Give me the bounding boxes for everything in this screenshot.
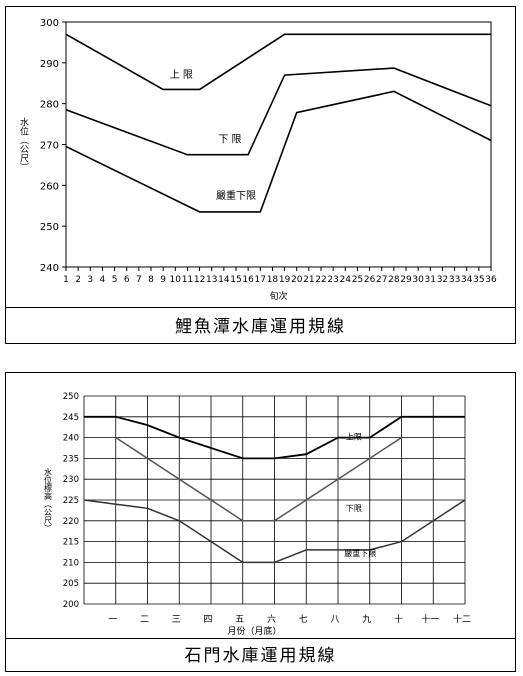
x-tick-label: 29 xyxy=(400,275,412,285)
series-line xyxy=(83,499,466,564)
x-tick-label: 三 xyxy=(172,615,181,625)
y-tick-label: 300 xyxy=(40,18,59,29)
series-label: 上限 xyxy=(346,433,362,442)
x-tick-label: 23 xyxy=(327,275,338,285)
x-tick-label: 7 xyxy=(136,275,142,285)
y-tick-label: 215 xyxy=(63,538,79,548)
x-tick-label: 3 xyxy=(87,275,93,285)
x-tick-label: 6 xyxy=(124,275,130,285)
y-tick-label: 210 xyxy=(63,558,79,568)
series-line xyxy=(65,33,491,91)
x-tick-label: 36 xyxy=(485,275,497,285)
x-tick-label: 33 xyxy=(449,275,460,285)
series-line xyxy=(65,90,492,213)
y-tick-label: 240 xyxy=(40,263,59,274)
x-tick-label: 15 xyxy=(230,275,241,285)
y-tick-label: 250 xyxy=(40,222,59,233)
x-tick-label: 19 xyxy=(279,275,291,285)
x-tick-label: 八 xyxy=(330,615,339,625)
y-tick-label: 230 xyxy=(63,475,79,485)
series-label: 嚴重下限 xyxy=(344,548,376,558)
x-tick-label: 五 xyxy=(235,615,244,625)
y-tick-label: 260 xyxy=(40,181,59,192)
x-tick-label: 四 xyxy=(203,615,212,625)
x-tick-label: 26 xyxy=(364,275,376,285)
y-tick-label: 290 xyxy=(40,59,59,70)
y-tick-label: 225 xyxy=(63,496,79,506)
x-tick-label: 16 xyxy=(242,275,254,285)
y-tick-label: 200 xyxy=(63,600,79,610)
chart-shimen: 200 205 210 215 220 225 230 235 240 245 250 一 二 三 四 五 六 七… xyxy=(44,392,472,637)
y-axis-label: 水位標高（公尺） xyxy=(44,467,53,532)
x-tick-label: 22 xyxy=(315,275,326,285)
y-tick-label: 235 xyxy=(63,454,79,464)
chart-panel-shimen: 200 205 210 215 220 225 230 235 240 245 250 一 二 三 四 五 六 七… xyxy=(5,372,516,672)
x-tick-label: 9 xyxy=(160,275,166,285)
x-tick-label: 27 xyxy=(376,275,387,285)
x-tick-label: 七 xyxy=(299,614,308,625)
x-tick-label: 4 xyxy=(100,275,106,285)
x-tick-label: 20 xyxy=(291,275,303,285)
series-line xyxy=(65,67,492,156)
y-tick-label: 245 xyxy=(63,413,79,423)
x-tick-label: 10 xyxy=(170,275,182,285)
x-tick-label: 11 xyxy=(182,275,193,285)
series-line xyxy=(115,436,402,522)
x-tick-label: 十二 xyxy=(453,613,471,625)
x-tick-label: 十 xyxy=(394,613,403,625)
y-tick-label: 205 xyxy=(63,579,79,589)
x-tick-label: 六 xyxy=(267,613,276,625)
chart-caption: 鯉魚潭水庫運用規線 xyxy=(6,307,515,345)
x-tick-label: 13 xyxy=(206,275,217,285)
chart-caption: 石門水庫運用規線 xyxy=(6,638,515,673)
series-label: 下限 xyxy=(346,504,362,513)
series-label: 下 限 xyxy=(218,133,241,145)
x-tick-label: 18 xyxy=(267,275,279,285)
x-tick-label: 2 xyxy=(75,275,81,285)
x-tick-label: 8 xyxy=(148,275,154,285)
series-label: 嚴重下限 xyxy=(216,189,256,202)
x-tick-label: 35 xyxy=(473,275,484,285)
series-label: 上 限 xyxy=(170,69,193,81)
x-tick-label: 九 xyxy=(362,614,371,625)
y-tick-label: 280 xyxy=(40,100,59,111)
x-axis-label: 旬次 xyxy=(269,290,287,302)
x-tick-label: 二 xyxy=(140,615,149,625)
y-tick-label: 220 xyxy=(63,517,79,527)
x-tick-label: 32 xyxy=(437,275,448,285)
x-tick-label: 17 xyxy=(255,275,266,285)
x-tick-label: 25 xyxy=(352,275,363,285)
x-tick-label: 5 xyxy=(112,275,118,285)
series-line xyxy=(84,415,465,460)
x-tick-label: 30 xyxy=(412,275,424,285)
x-tick-label: 一 xyxy=(108,615,117,625)
x-tick-label: 21 xyxy=(303,275,314,285)
y-axis-label: 水位（公尺） xyxy=(18,116,29,171)
x-tick-label: 31 xyxy=(425,275,436,285)
x-axis-label: 月份（月底） xyxy=(227,625,281,637)
y-tick-label: 250 xyxy=(63,392,79,402)
chart-panel-liyutan: 240 250 260 270 280 290 300 1 2 3 4 5 6 7 8 9 10 11 12 13 14… xyxy=(5,6,516,344)
y-tick-label: 240 xyxy=(63,434,79,444)
y-tick-label: 270 xyxy=(40,141,59,152)
x-tick-label: 34 xyxy=(461,275,473,285)
x-tick-label: 12 xyxy=(194,275,205,285)
x-tick-label: 28 xyxy=(388,275,400,285)
x-tick-label: 24 xyxy=(340,275,352,285)
x-tick-label: 14 xyxy=(218,275,230,285)
x-tick-label: 十一 xyxy=(421,613,439,625)
x-tick-label: 1 xyxy=(63,275,69,285)
plot-frame xyxy=(65,21,492,268)
